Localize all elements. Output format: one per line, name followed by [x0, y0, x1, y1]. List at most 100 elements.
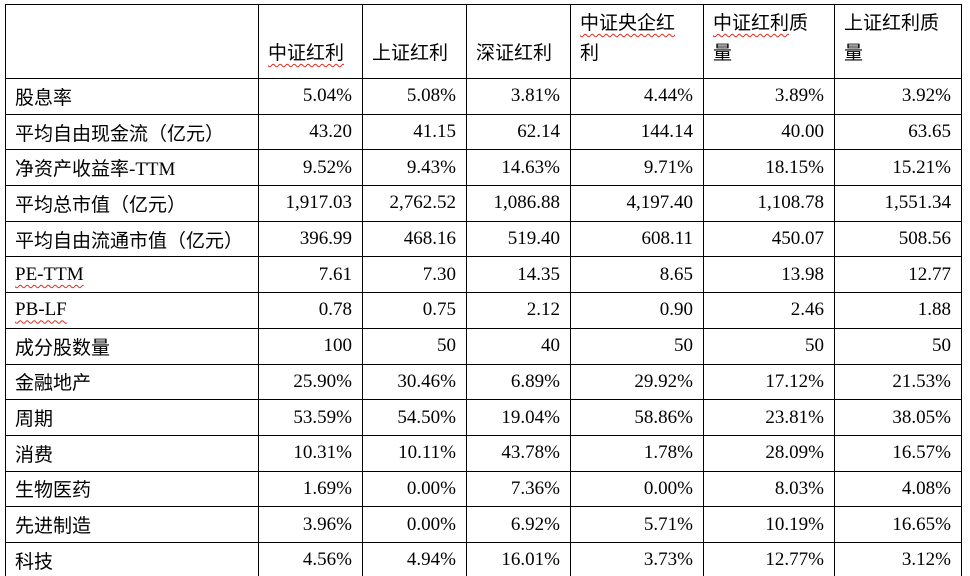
- value-cell: 43.20: [258, 113, 363, 151]
- value-cell: 9.71%: [570, 149, 704, 187]
- table-row: 成分股数量 100 50 40 50 50 50: [5, 327, 962, 365]
- value-cell: 12.77: [834, 256, 962, 294]
- table-body: 股息率 5.04% 5.08% 3.81% 4.44% 3.89% 3.92% 平均自由现金流…: [5, 78, 962, 576]
- value-cell: 50: [703, 327, 835, 365]
- value-cell: 2.46: [703, 292, 835, 329]
- row-label: 平均自由流通市值（亿元）: [15, 230, 244, 252]
- value-cell: 5.71%: [570, 506, 704, 543]
- value-cell: 100: [258, 327, 363, 365]
- value-cell: 5.08%: [362, 78, 467, 115]
- value-cell: 6.92%: [466, 506, 571, 543]
- value-cell: 40.00: [703, 113, 835, 151]
- table-header: 中证红利 上证红利 深证红利 中证央企红利中证红利质量上证红利质量: [5, 4, 962, 79]
- misspelled-header-text: 中证央企红: [580, 13, 676, 34]
- header-text: 质: [789, 13, 809, 34]
- table-row: 先进制造 3.96% 0.00% 6.92% 5.71% 10.19% 16.65%: [5, 506, 962, 543]
- row-label-cell: 先进制造: [5, 506, 259, 543]
- value-cell: 7.36%: [466, 470, 571, 508]
- table-row: 净资产收益率-TTM 9.52% 9.43% 14.63% 9.71% 18.15% 15.…: [5, 149, 962, 187]
- value-cell: 396.99: [258, 220, 363, 258]
- row-label-cell: 净资产收益率-TTM: [5, 149, 259, 187]
- value-cell: 8.65: [570, 256, 704, 294]
- header-text: 量: [844, 43, 864, 64]
- row-label: 股息率: [15, 87, 73, 109]
- table-row: PE-TTM 7.61 7.30 14.35 8.65 13.98 12.77: [5, 256, 962, 294]
- header-text: 上证红利: [372, 43, 449, 64]
- value-cell: 0.78: [258, 292, 363, 329]
- value-cell: 519.40: [466, 220, 571, 258]
- value-cell: 62.14: [466, 113, 571, 151]
- value-cell: 9.43%: [362, 149, 467, 187]
- table-row: 消费 10.31% 10.11% 43.78% 1.78% 28.09% 16.57%: [5, 434, 962, 472]
- row-label-cell: 平均总市值（亿元）: [5, 185, 259, 222]
- header-text: 上证红利质: [844, 13, 940, 34]
- header-text: 深证红利: [476, 43, 553, 64]
- value-cell: 6.89%: [466, 363, 571, 401]
- value-cell: 1,551.34: [834, 185, 962, 222]
- row-label-cell: 消费: [5, 434, 259, 472]
- value-cell: 0.00%: [570, 470, 704, 508]
- row-label: 净资产收益率-TTM: [15, 159, 176, 181]
- value-cell: 53.59%: [258, 399, 363, 436]
- row-label-cell: PE-TTM: [5, 256, 259, 294]
- row-label-cell: 科技: [5, 541, 259, 576]
- value-cell: 38.05%: [834, 399, 962, 436]
- row-label: 金融地产: [15, 373, 92, 395]
- value-cell: 50: [570, 327, 704, 365]
- value-cell: 4.56%: [258, 541, 363, 576]
- value-cell: 4.08%: [834, 470, 962, 508]
- value-cell: 18.15%: [703, 149, 835, 187]
- misspelled-row-label: PB-LF: [15, 299, 67, 321]
- value-cell: 15.21%: [834, 149, 962, 187]
- table-row: 平均自由流通市值（亿元） 396.99 468.16 519.40 608.11 450.…: [5, 220, 962, 258]
- value-cell: 468.16: [362, 220, 467, 258]
- row-label: 平均总市值（亿元）: [15, 194, 187, 216]
- value-cell: 4.44%: [570, 78, 704, 115]
- value-cell: 4,197.40: [570, 185, 704, 222]
- value-cell: 3.73%: [570, 541, 704, 576]
- value-cell: 10.31%: [258, 434, 363, 472]
- value-cell: 3.96%: [258, 506, 363, 543]
- value-cell: 2.12: [466, 292, 571, 329]
- value-cell: 14.63%: [466, 149, 571, 187]
- row-label: 平均自由现金流（亿元）: [15, 123, 225, 145]
- row-label: 周期: [15, 409, 54, 431]
- value-cell: 4.94%: [362, 541, 467, 576]
- value-cell: 25.90%: [258, 363, 363, 401]
- row-label: 科技: [15, 551, 54, 573]
- value-cell: 21.53%: [834, 363, 962, 401]
- value-cell: 16.65%: [834, 506, 962, 543]
- table-row: 金融地产 25.90% 30.46% 6.89% 29.92% 17.12% 21.53%: [5, 363, 962, 401]
- value-cell: 0.00%: [362, 506, 467, 543]
- row-label-cell: 金融地产: [5, 363, 259, 401]
- value-cell: 40: [466, 327, 571, 365]
- value-cell: 7.61: [258, 256, 363, 294]
- row-label-cell: 周期: [5, 399, 259, 436]
- misspelled-row-label: PE-TTM: [15, 263, 84, 285]
- column-header: 中证红利: [258, 4, 363, 79]
- row-label-cell: 平均自由流通市值（亿元）: [5, 220, 259, 258]
- header-text: 利: [580, 43, 600, 64]
- value-cell: 0.90: [570, 292, 704, 329]
- value-cell: 1,086.88: [466, 185, 571, 222]
- value-cell: 10.19%: [703, 506, 835, 543]
- value-cell: 8.03%: [703, 470, 835, 508]
- corner-cell: [5, 4, 259, 79]
- value-cell: 2,762.52: [362, 185, 467, 222]
- row-label: 生物医药: [15, 480, 92, 502]
- column-header: 上证红利: [362, 4, 467, 79]
- table-row: 生物医药 1.69% 0.00% 7.36% 0.00% 8.03% 4.08%: [5, 470, 962, 508]
- value-cell: 28.09%: [703, 434, 835, 472]
- table-row: 科技 4.56% 4.94% 16.01% 3.73% 12.77% 3.12%: [5, 541, 962, 576]
- table-row: PB-LF 0.78 0.75 2.12 0.90 2.46 1.88: [5, 292, 962, 329]
- misspelled-header-text: 中证红利: [268, 43, 345, 64]
- column-header: 深证红利: [466, 4, 571, 79]
- value-cell: 41.15: [362, 113, 467, 151]
- row-label-cell: 平均自由现金流（亿元）: [5, 113, 259, 151]
- value-cell: 16.01%: [466, 541, 571, 576]
- value-cell: 7.30: [362, 256, 467, 294]
- table-row: 股息率 5.04% 5.08% 3.81% 4.44% 3.89% 3.92%: [5, 78, 962, 115]
- table-row: 平均自由现金流（亿元） 43.20 41.15 62.14 144.14 40.00 63.…: [5, 113, 962, 151]
- value-cell: 50: [362, 327, 467, 365]
- value-cell: 54.50%: [362, 399, 467, 436]
